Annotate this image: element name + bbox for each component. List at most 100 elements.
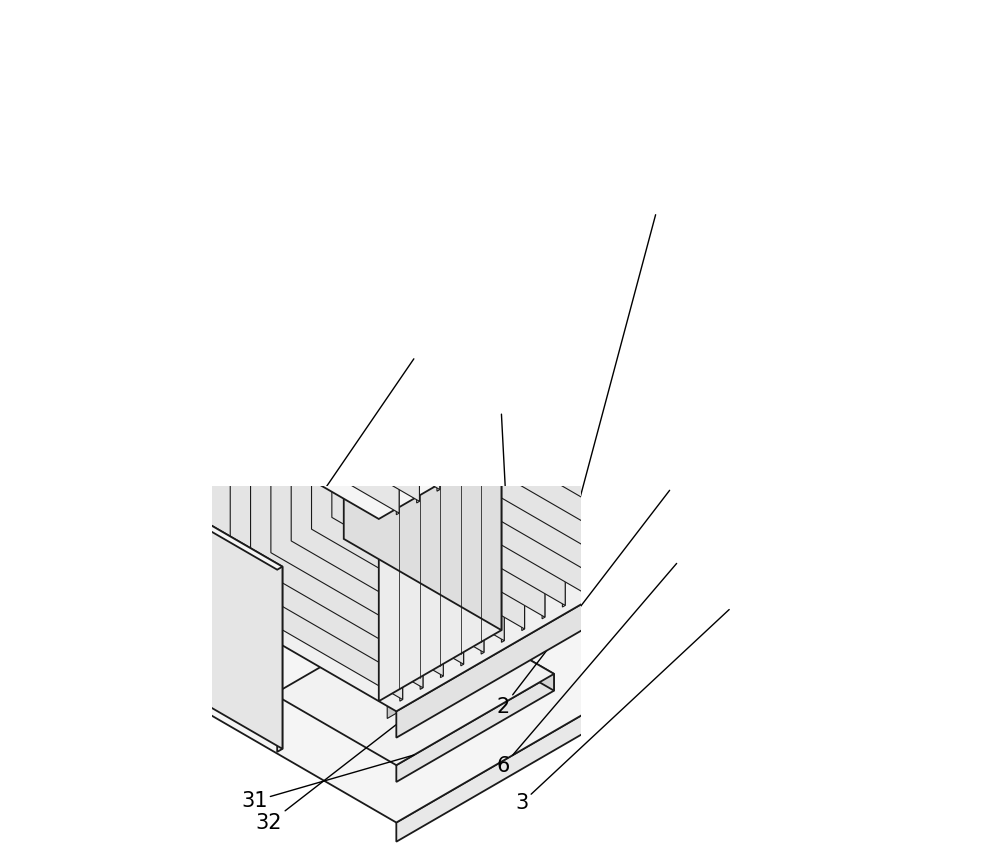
Polygon shape <box>186 417 694 711</box>
Polygon shape <box>387 654 407 718</box>
Polygon shape <box>603 400 606 584</box>
Polygon shape <box>484 417 694 565</box>
Polygon shape <box>329 336 525 449</box>
Polygon shape <box>664 365 667 548</box>
Polygon shape <box>193 213 399 332</box>
Polygon shape <box>356 119 562 239</box>
Polygon shape <box>600 213 602 397</box>
Polygon shape <box>221 357 501 519</box>
Polygon shape <box>396 674 554 782</box>
Polygon shape <box>125 475 282 749</box>
Polygon shape <box>257 178 460 478</box>
Polygon shape <box>315 143 521 262</box>
Polygon shape <box>370 312 565 425</box>
Polygon shape <box>437 307 440 491</box>
Polygon shape <box>210 406 403 699</box>
Polygon shape <box>213 201 419 321</box>
Polygon shape <box>498 272 501 456</box>
Polygon shape <box>431 276 626 389</box>
Polygon shape <box>474 253 667 547</box>
Polygon shape <box>291 359 484 652</box>
Polygon shape <box>640 190 643 373</box>
Polygon shape <box>542 435 545 619</box>
Polygon shape <box>379 448 501 701</box>
Polygon shape <box>335 131 541 250</box>
Polygon shape <box>277 166 480 466</box>
Polygon shape <box>412 620 431 684</box>
Polygon shape <box>440 72 643 372</box>
Polygon shape <box>562 423 565 607</box>
Polygon shape <box>397 660 417 724</box>
Text: 3: 3 <box>515 609 729 813</box>
Polygon shape <box>376 107 582 227</box>
Polygon shape <box>579 225 582 409</box>
Polygon shape <box>471 253 667 366</box>
Polygon shape <box>349 324 545 437</box>
Polygon shape <box>677 164 682 322</box>
Polygon shape <box>295 154 501 274</box>
Polygon shape <box>396 609 764 841</box>
Polygon shape <box>230 394 423 687</box>
Polygon shape <box>422 626 441 637</box>
Text: 4: 4 <box>290 359 414 540</box>
Polygon shape <box>451 265 647 377</box>
Polygon shape <box>98 437 764 823</box>
Polygon shape <box>514 67 682 319</box>
Polygon shape <box>400 517 403 701</box>
Polygon shape <box>277 567 282 752</box>
Polygon shape <box>390 300 586 413</box>
Polygon shape <box>420 506 423 689</box>
Polygon shape <box>410 288 606 401</box>
Polygon shape <box>298 154 501 455</box>
Polygon shape <box>274 166 480 285</box>
Polygon shape <box>393 300 586 594</box>
Polygon shape <box>399 96 602 395</box>
Polygon shape <box>254 178 460 297</box>
Polygon shape <box>518 260 521 444</box>
Polygon shape <box>358 119 562 419</box>
Polygon shape <box>207 406 403 519</box>
Polygon shape <box>457 295 460 479</box>
Polygon shape <box>481 470 484 654</box>
Polygon shape <box>466 437 764 628</box>
Polygon shape <box>396 96 602 215</box>
Polygon shape <box>216 201 419 502</box>
Polygon shape <box>508 67 682 167</box>
Polygon shape <box>478 284 480 467</box>
Polygon shape <box>440 494 443 678</box>
Polygon shape <box>433 276 626 570</box>
Polygon shape <box>396 539 694 738</box>
Polygon shape <box>248 383 443 496</box>
Polygon shape <box>318 143 521 443</box>
Polygon shape <box>274 603 554 765</box>
Polygon shape <box>583 412 586 595</box>
Polygon shape <box>338 131 541 431</box>
Polygon shape <box>251 383 443 676</box>
Polygon shape <box>522 447 525 631</box>
Text: 32: 32 <box>256 711 414 833</box>
Polygon shape <box>309 347 504 461</box>
Polygon shape <box>237 190 440 490</box>
Polygon shape <box>457 60 663 180</box>
Text: 7: 7 <box>226 633 239 681</box>
Polygon shape <box>268 371 464 484</box>
Polygon shape <box>372 312 565 605</box>
Polygon shape <box>417 84 623 203</box>
Polygon shape <box>352 324 545 617</box>
Polygon shape <box>454 265 647 558</box>
Polygon shape <box>396 331 399 514</box>
Text: 7: 7 <box>537 215 656 644</box>
Text: 1: 1 <box>316 557 372 636</box>
Polygon shape <box>288 359 484 472</box>
Text: 31: 31 <box>241 755 414 811</box>
Polygon shape <box>623 388 626 572</box>
Polygon shape <box>460 60 663 360</box>
Polygon shape <box>620 201 623 385</box>
Polygon shape <box>559 237 562 420</box>
Polygon shape <box>379 107 582 407</box>
Polygon shape <box>344 357 501 630</box>
Polygon shape <box>120 475 282 570</box>
Polygon shape <box>397 660 417 671</box>
Polygon shape <box>539 248 541 432</box>
Polygon shape <box>234 190 440 309</box>
